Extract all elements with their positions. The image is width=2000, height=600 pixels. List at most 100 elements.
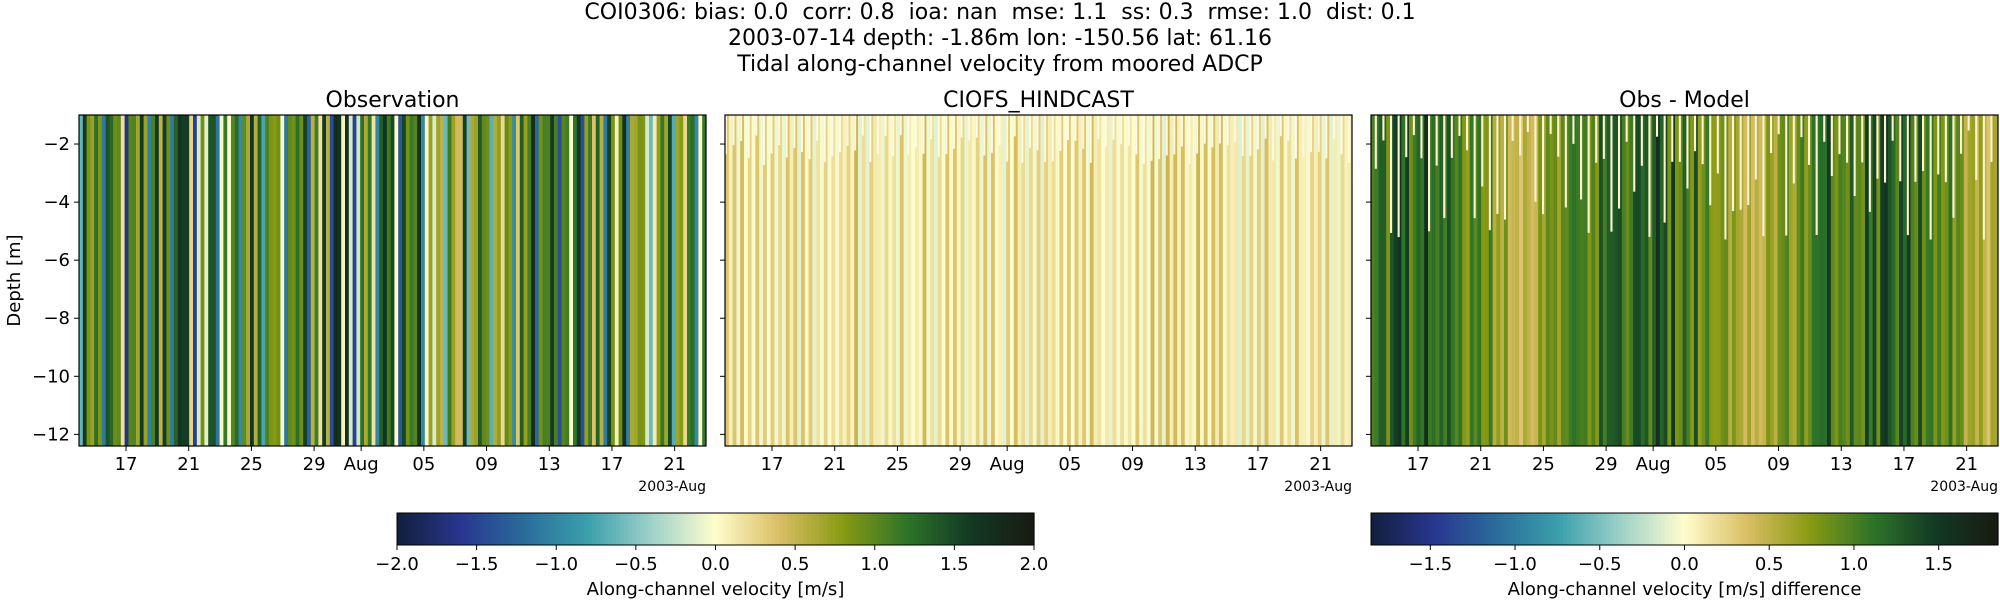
- heatmap-column: [1709, 115, 1714, 446]
- heatmap-column: [1621, 115, 1627, 446]
- heatmap-cell: [1884, 115, 1887, 183]
- heatmap-column: [455, 115, 460, 446]
- heatmap-column: [481, 115, 487, 446]
- colorbar-segment: [1802, 513, 1807, 545]
- heatmap-column: [1800, 115, 1805, 446]
- heatmap-column: [261, 115, 266, 446]
- colorbar-segment: [1849, 513, 1854, 545]
- heatmap-cell: [1241, 115, 1244, 156]
- colorbar-segment: [1966, 513, 1972, 545]
- heatmap-column: [934, 115, 939, 446]
- heatmap-column: [1249, 115, 1254, 446]
- heatmap-column: [307, 115, 312, 446]
- heatmap-column: [554, 115, 559, 446]
- colorbar-segment: [703, 513, 709, 545]
- colorbar-segment: [1990, 513, 1995, 545]
- colorbar-segment: [1527, 513, 1533, 545]
- colorbar-segment: [1853, 513, 1858, 545]
- axes-frame: [78, 114, 707, 447]
- heatmap-cell: [915, 115, 917, 148]
- colorbar-segment: [1790, 513, 1795, 545]
- heatmap-column: [109, 115, 114, 446]
- heatmap-column: [1067, 115, 1072, 446]
- heatmap-column: [1245, 115, 1250, 446]
- heatmap-column: [497, 115, 502, 446]
- heatmap-column: [979, 115, 984, 446]
- colorbar-segment: [1907, 513, 1913, 545]
- colorbar-segment: [631, 513, 637, 545]
- heatmap-column: [542, 115, 547, 446]
- heatmap-column: [143, 115, 148, 446]
- heatmap-column: [1036, 115, 1041, 446]
- colorbar-segment: [1747, 513, 1752, 545]
- x-tick-label: 29: [303, 454, 326, 475]
- heatmap-column: [185, 115, 190, 446]
- colorbar-segment: [1735, 513, 1740, 545]
- colorbar-segment: [1515, 513, 1521, 545]
- colorbar-segment: [592, 513, 597, 545]
- heatmap-column: [599, 115, 604, 446]
- colorbar-segment: [420, 513, 426, 545]
- heatmap-column: [1059, 115, 1064, 446]
- colorbar-segment: [615, 513, 621, 545]
- heatmap-column: [975, 115, 981, 446]
- x-tick-label: Aug: [990, 454, 1025, 475]
- heatmap-column: [337, 115, 342, 446]
- heatmap-column: [1101, 115, 1106, 446]
- heatmap-column: [1564, 115, 1570, 446]
- colorbar-segment: [1457, 513, 1462, 545]
- heatmap-column: [614, 115, 620, 446]
- colorbar-segment: [874, 513, 880, 545]
- heatmap-column: [1948, 115, 1953, 446]
- heatmap-column: [1815, 115, 1820, 446]
- suptitle-line-3: Tidal along-channel velocity from moored…: [737, 52, 1263, 77]
- heatmap: [1371, 115, 1998, 446]
- heatmap-column: [1188, 115, 1193, 446]
- heatmap-column: [1614, 115, 1619, 446]
- colorbar-segment: [838, 513, 844, 545]
- heatmap-column: [531, 115, 536, 446]
- heatmap-cell: [1021, 115, 1024, 163]
- heatmap-column: [1055, 115, 1060, 446]
- heatmap-cell: [1067, 115, 1069, 141]
- heatmap-column: [683, 115, 688, 446]
- heatmap-column: [462, 115, 468, 446]
- heatmap-column: [1116, 115, 1121, 446]
- colorbar-segment: [600, 513, 605, 545]
- colorbar-segment: [1950, 513, 1956, 545]
- panel-1: Observation 17 21 25 29 Aug 05 09 13 17 21 2003-Aug…: [4, 88, 707, 495]
- colorbar-tick-label: 0.0: [701, 554, 730, 575]
- heatmap-column: [367, 115, 373, 446]
- heatmap-cell: [1473, 115, 1476, 219]
- colorbar-segment: [540, 513, 545, 545]
- heatmap-column: [527, 115, 532, 446]
- heatmap-cell: [1595, 115, 1598, 163]
- heatmap-column: [1192, 115, 1197, 446]
- heatmap-column: [774, 115, 779, 446]
- heatmap-cell: [1272, 115, 1275, 161]
- heatmap-column: [79, 115, 84, 446]
- heatmap-column: [671, 115, 677, 446]
- colorbar-segment: [807, 513, 812, 545]
- colorbar-segment: [910, 513, 916, 545]
- colorbar-segment: [1406, 513, 1411, 545]
- x-tick-label: 29: [1595, 454, 1618, 475]
- heatmap-column: [1990, 115, 1995, 446]
- colorbar-segment: [731, 513, 737, 545]
- colorbar-segment: [663, 513, 669, 545]
- heatmap-column: [1120, 115, 1125, 446]
- heatmap-column: [911, 115, 916, 446]
- heatmap-cell: [1526, 115, 1529, 132]
- heatmap-cell: [983, 115, 986, 156]
- colorbar-segment: [1010, 513, 1015, 545]
- heatmap-column: [1827, 115, 1832, 446]
- colorbar-segment: [460, 513, 466, 545]
- colorbar-segment: [1876, 513, 1882, 545]
- colorbar-segment: [432, 513, 438, 545]
- heatmap-column: [922, 115, 927, 446]
- heatmap-column: [1241, 115, 1247, 446]
- colorbar-segment: [1018, 513, 1023, 545]
- colorbar-segment: [639, 513, 645, 545]
- colorbar-segment: [842, 513, 848, 545]
